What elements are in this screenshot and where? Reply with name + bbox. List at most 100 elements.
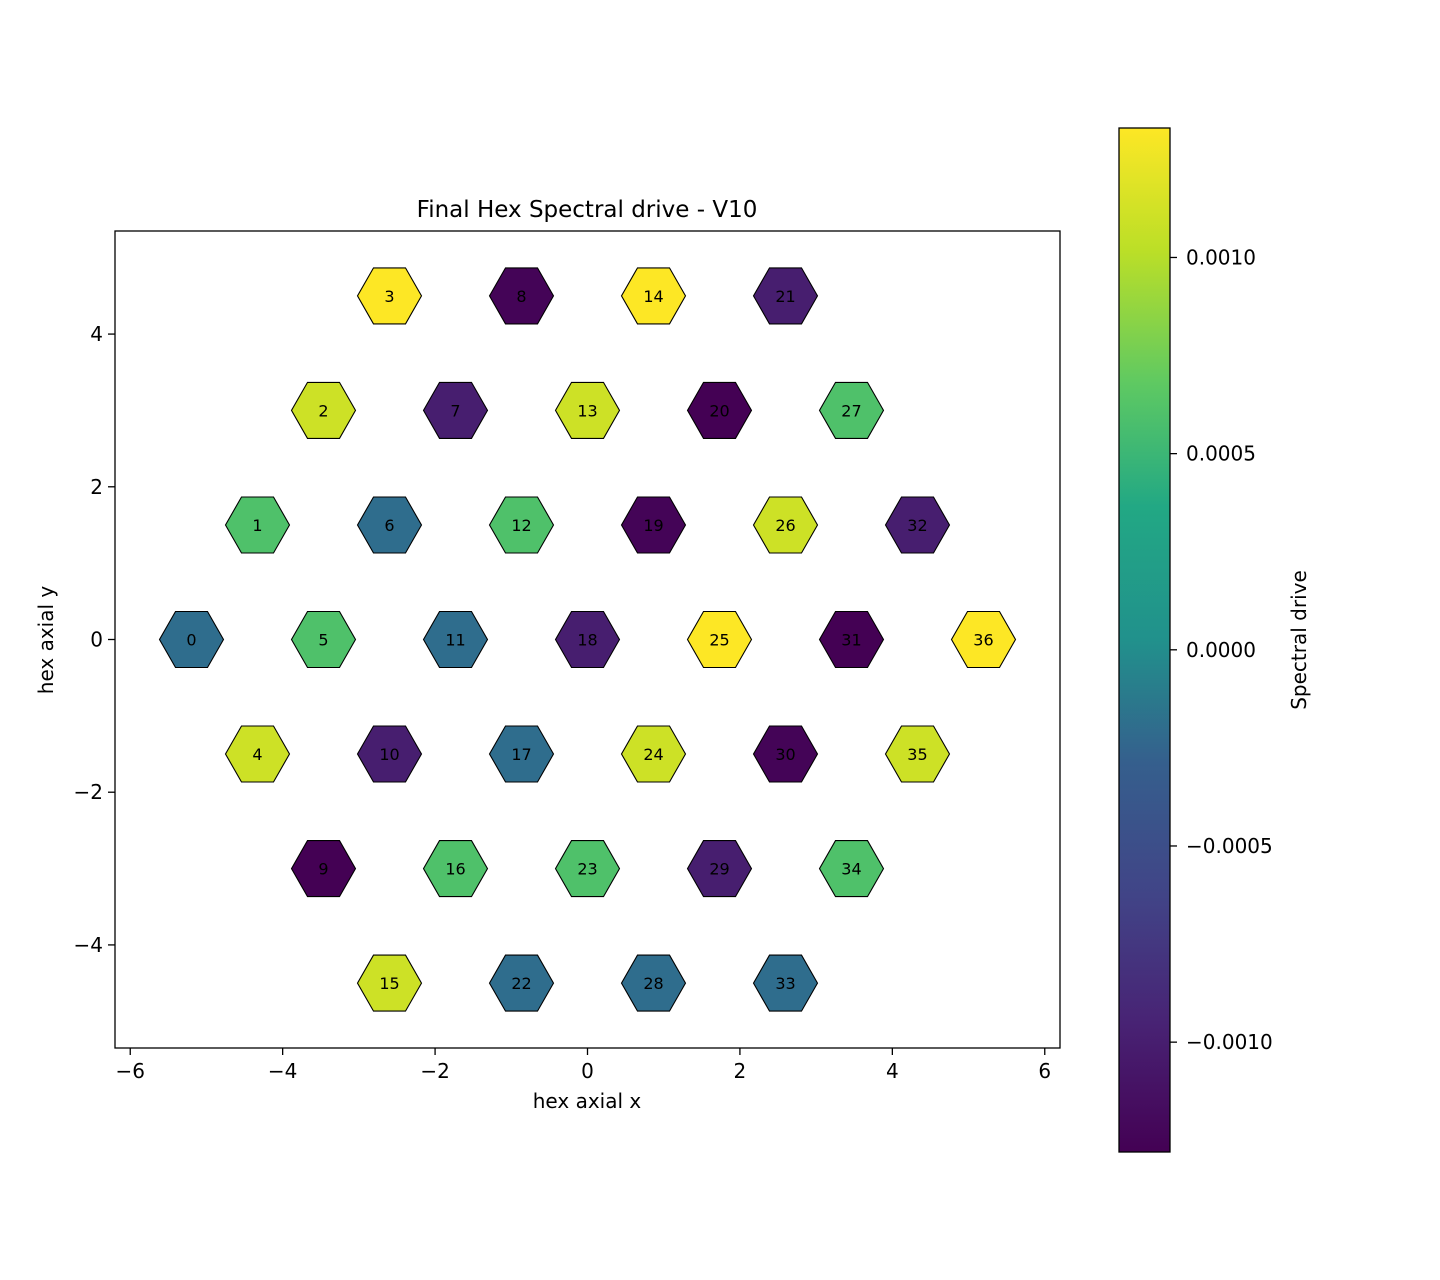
hex-cell-18 <box>554 610 621 669</box>
hex-cell-label-29: 29 <box>709 860 729 879</box>
hex-cell-25 <box>686 610 753 669</box>
hex-cell-3 <box>356 267 423 325</box>
x-axis-label: hex axial x <box>533 1089 642 1113</box>
y-tick-label: 2 <box>90 475 103 499</box>
hex-cell-9 <box>290 840 357 898</box>
colorbar-frame <box>1118 127 1171 1153</box>
y-tick-label: −2 <box>74 780 103 804</box>
chart-title: Final Hex Spectral drive - V10 <box>417 197 758 223</box>
hex-cell-28 <box>620 954 687 1012</box>
hex-cell-23 <box>554 840 621 898</box>
hex-cell-label-33: 33 <box>775 974 795 993</box>
hex-cell-label-14: 14 <box>643 287 663 306</box>
colorbar-ticks: −0.0010 −0.0005 0.0000 0.0005 0.0010 <box>1170 245 1273 1054</box>
hex-cell-14 <box>620 267 687 325</box>
x-tick-label: −2 <box>420 1059 449 1083</box>
x-axis-ticks: −6 −4 −2 0 2 4 6 <box>115 1048 1051 1083</box>
hex-cell-0 <box>158 610 225 669</box>
hex-cell-label-30: 30 <box>775 745 795 764</box>
hex-cell-label-28: 28 <box>643 974 663 993</box>
hex-cell-16 <box>422 840 489 898</box>
y-tick-label: 4 <box>90 322 103 346</box>
hex-cell-17 <box>488 725 555 783</box>
hex-cell-10 <box>356 725 423 783</box>
hex-cell-33 <box>752 954 819 1012</box>
hex-cell-11 <box>422 610 489 669</box>
hex-cell-label-12: 12 <box>511 516 531 535</box>
hex-cell-22 <box>488 954 555 1012</box>
hex-cell-label-26: 26 <box>775 516 795 535</box>
colorbar-tick-label: −0.0010 <box>1186 1030 1273 1054</box>
hex-cell-15 <box>356 954 423 1012</box>
hex-cell-label-31: 31 <box>841 631 861 650</box>
hex-cell-1 <box>224 496 291 554</box>
hex-cell-7 <box>422 381 489 439</box>
hex-cell-12 <box>488 496 555 554</box>
hex-cell-label-24: 24 <box>643 745 663 764</box>
hex-cell-label-11: 11 <box>445 631 465 650</box>
hex-cell-label-36: 36 <box>973 631 993 650</box>
x-tick-label: 2 <box>734 1059 747 1083</box>
x-tick-label: 0 <box>581 1059 594 1083</box>
hex-cell-label-23: 23 <box>577 860 597 879</box>
hex-cell-20 <box>686 381 753 439</box>
y-axis-label: hex axial y <box>34 586 58 695</box>
hex-cell-label-0: 0 <box>186 631 196 650</box>
hex-cell-label-25: 25 <box>709 631 729 650</box>
hex-cell-label-20: 20 <box>709 401 729 420</box>
hex-cell-label-32: 32 <box>907 516 927 535</box>
hex-cell-label-27: 27 <box>841 401 861 420</box>
x-tick-label: 6 <box>1038 1059 1051 1083</box>
colorbar-tick-label: 0.0000 <box>1186 638 1256 662</box>
colorbar-tick-label: 0.0010 <box>1186 245 1256 269</box>
hex-cell-label-16: 16 <box>445 860 465 879</box>
hex-cell-label-15: 15 <box>379 974 399 993</box>
hex-cell-36 <box>950 610 1017 669</box>
hex-cell-label-19: 19 <box>643 516 663 535</box>
hex-cell-label-13: 13 <box>577 401 597 420</box>
hex-cell-label-6: 6 <box>384 516 394 535</box>
hex-cell-35 <box>884 725 951 783</box>
hex-cell-13 <box>554 381 621 439</box>
hex-cell-label-18: 18 <box>577 631 597 650</box>
hex-cell-21 <box>752 267 819 325</box>
hex-cell-4 <box>224 725 291 783</box>
hex-cell-label-4: 4 <box>252 745 262 764</box>
y-axis-ticks: −4 −2 0 2 4 <box>74 322 115 957</box>
hex-cell-label-21: 21 <box>775 287 795 306</box>
hex-cell-31 <box>818 610 885 669</box>
hex-cell-label-22: 22 <box>511 974 531 993</box>
hex-cell-8 <box>488 267 555 325</box>
hex-cell-label-10: 10 <box>379 745 399 764</box>
hex-cell-label-34: 34 <box>841 860 861 879</box>
x-tick-label: −6 <box>115 1059 144 1083</box>
y-tick-label: −4 <box>74 933 103 957</box>
hex-cell-label-35: 35 <box>907 745 927 764</box>
hex-cell-29 <box>686 840 753 898</box>
y-tick-label: 0 <box>90 628 103 652</box>
colorbar-gradient <box>1119 128 1170 1152</box>
x-tick-label: 4 <box>886 1059 899 1083</box>
hex-cells-layer: 0123456789101112131415161718192021222324… <box>158 267 1017 1012</box>
hex-cell-2 <box>290 381 357 439</box>
x-tick-label: −4 <box>268 1059 297 1083</box>
hex-cell-label-17: 17 <box>511 745 531 764</box>
hex-cell-6 <box>356 496 423 554</box>
hex-cell-27 <box>818 381 885 439</box>
hex-cell-label-2: 2 <box>318 401 328 420</box>
hex-cell-24 <box>620 725 687 783</box>
hex-cell-label-5: 5 <box>318 631 328 650</box>
hex-cell-label-8: 8 <box>516 287 526 306</box>
hex-cell-5 <box>290 610 357 669</box>
hex-cell-26 <box>752 496 819 554</box>
hex-cell-label-7: 7 <box>450 401 460 420</box>
colorbar-tick-label: 0.0005 <box>1186 442 1256 466</box>
hex-cell-34 <box>818 840 885 898</box>
hex-cell-label-3: 3 <box>384 287 394 306</box>
hex-cell-30 <box>752 725 819 783</box>
hex-cell-19 <box>620 496 687 554</box>
hex-cell-32 <box>884 496 951 554</box>
colorbar-tick-label: −0.0005 <box>1186 834 1273 858</box>
hex-cell-label-9: 9 <box>318 860 328 879</box>
